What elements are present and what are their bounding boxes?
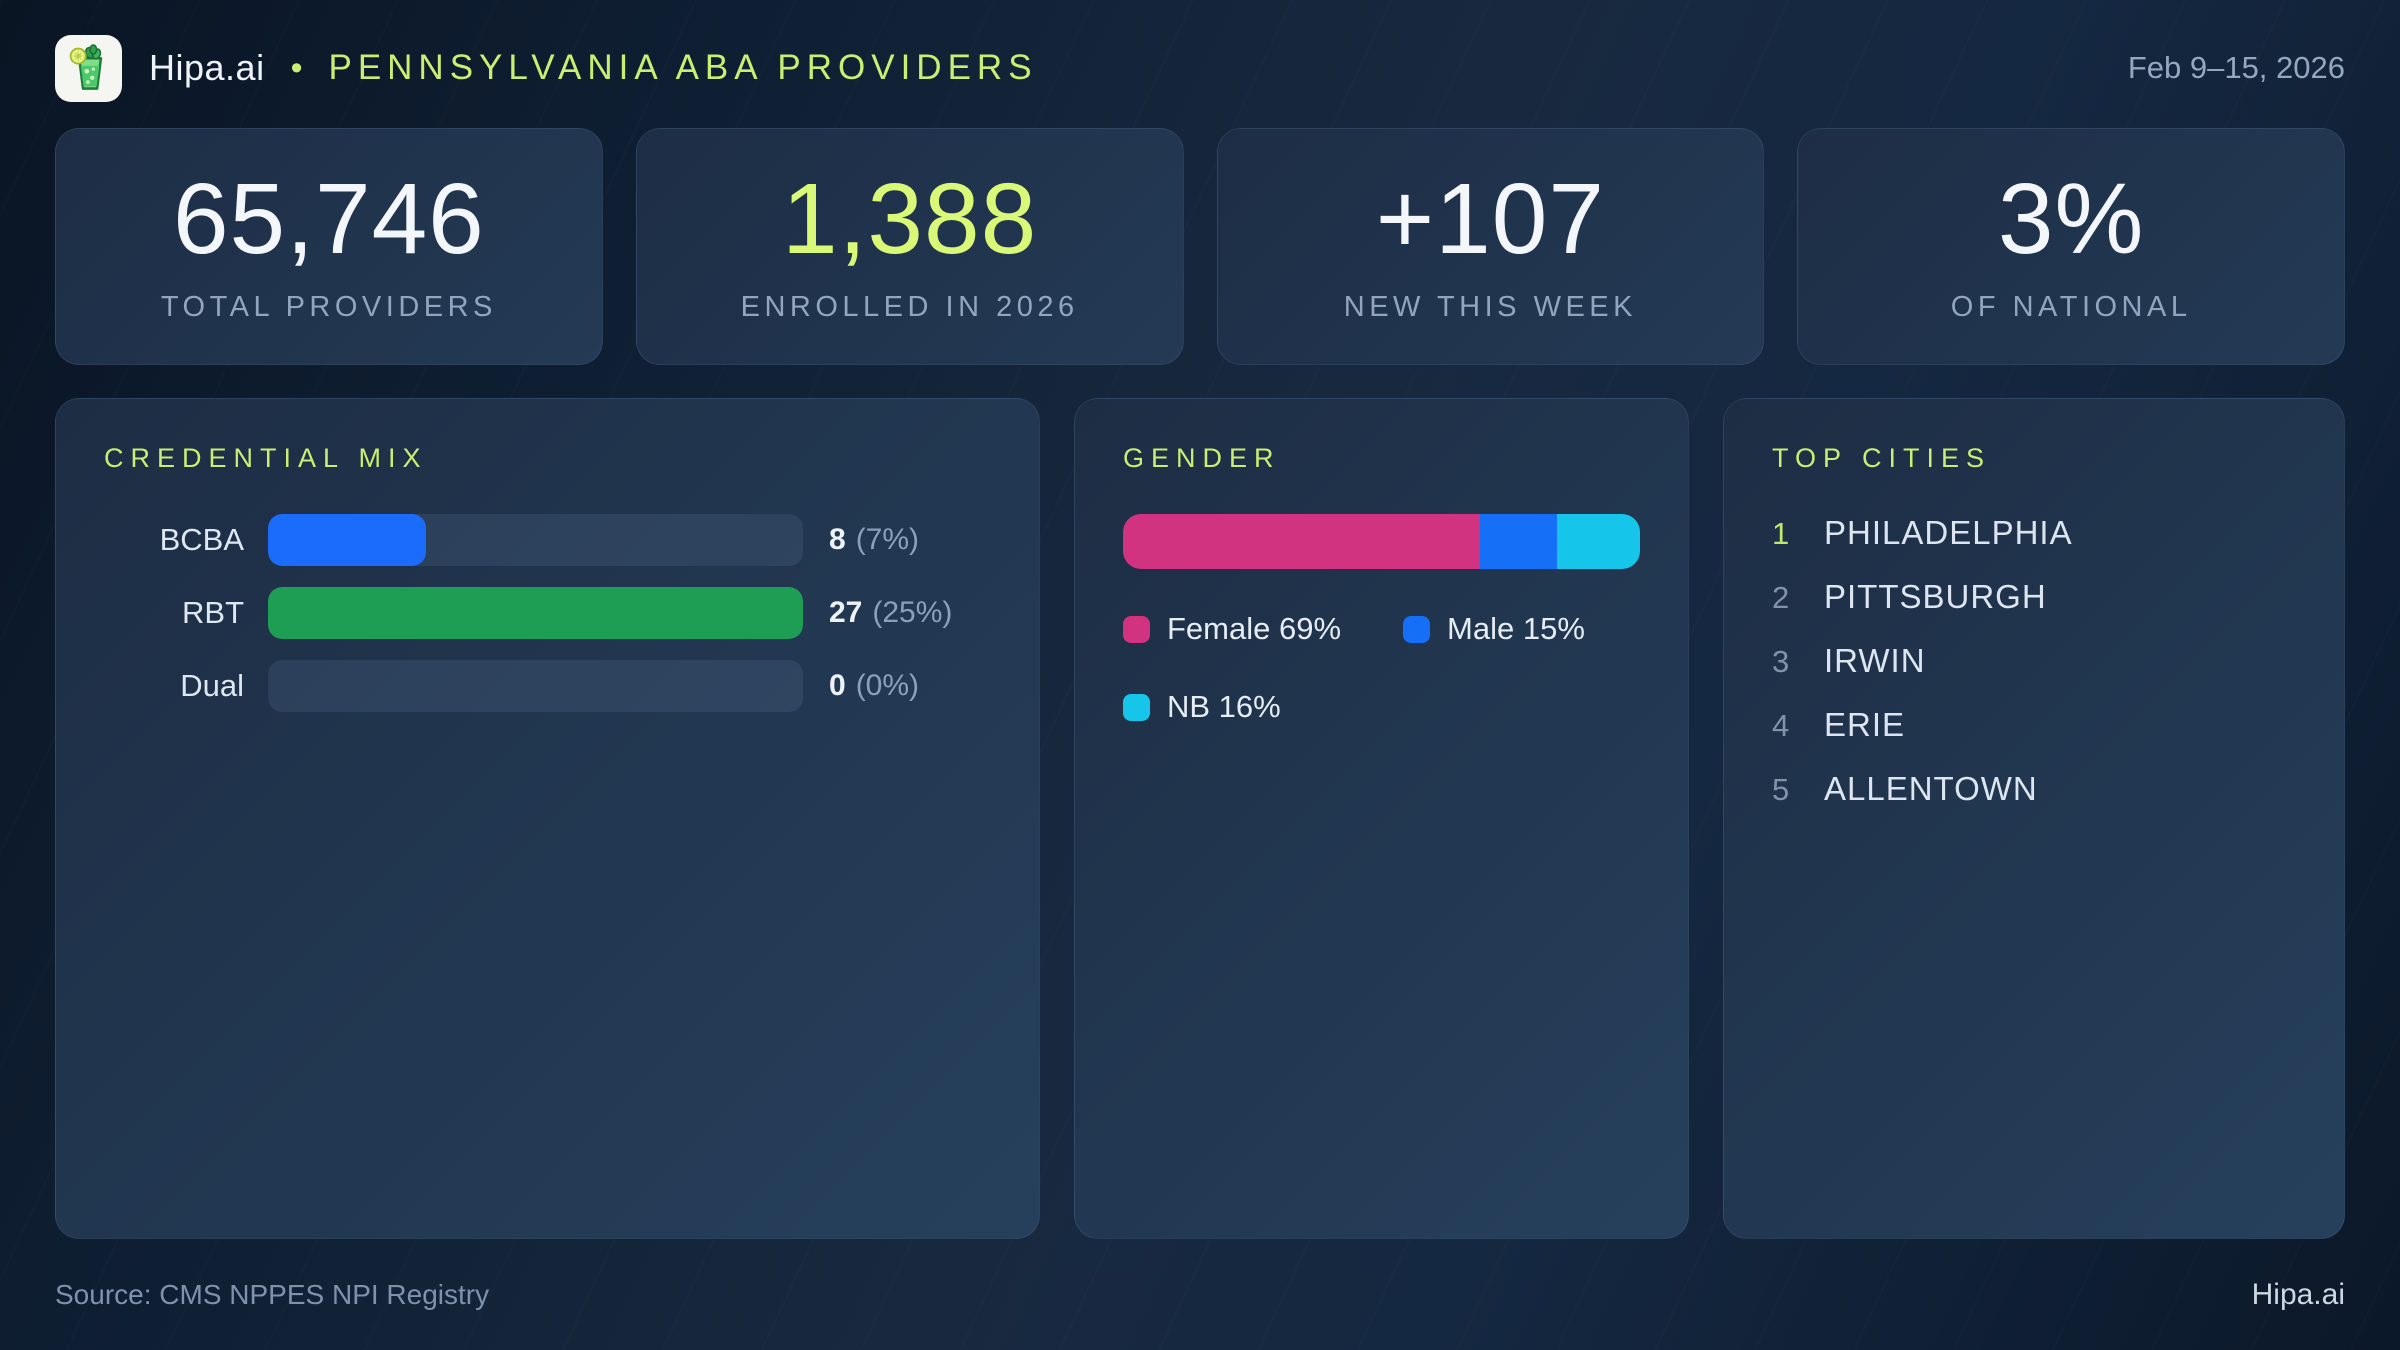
stat-label: TOTAL PROVIDERS <box>160 291 497 323</box>
city-row: 1 PHILADELPHIA <box>1772 514 2296 551</box>
bar-percent: (0%) <box>855 669 920 702</box>
bar-label: RBT <box>182 595 244 630</box>
header: Hipa.ai • PENNSYLVANIA ABA PROVIDERS Feb… <box>55 31 2345 105</box>
stat-value: 65,746 <box>172 163 485 275</box>
city-name: PITTSBURGH <box>1824 578 2047 615</box>
bar-label: BCBA <box>159 522 244 557</box>
legend-item-female: Female 69% <box>1123 611 1341 647</box>
gender-panel: GENDER Female 69% Male 15% N <box>1074 398 1689 1239</box>
stat-label: OF NATIONAL <box>1950 291 2192 323</box>
stat-card-new-this-week: +107 NEW THIS WEEK <box>1216 128 1765 365</box>
legend-swatch <box>1123 615 1150 643</box>
legend-item-nb: NB 16% <box>1123 689 1281 725</box>
stat-value: +107 <box>1375 163 1605 275</box>
gender-legend-row-1: Female 69% Male 15% <box>1123 611 1640 647</box>
bar-value: 27 (25%) <box>829 596 952 630</box>
legend-swatch <box>1403 615 1431 643</box>
city-rank: 5 <box>1772 772 1790 807</box>
stat-label: NEW THIS WEEK <box>1343 291 1637 323</box>
top-cities-title: TOP CITIES <box>1772 443 1992 473</box>
legend-label: NB 16% <box>1167 689 1281 724</box>
bar-value: 0 (0%) <box>829 669 919 703</box>
bar-track <box>268 660 803 712</box>
bar-track <box>268 587 803 639</box>
city-row: 2 PITTSBURGH <box>1772 578 2296 615</box>
credential-mix-title: CREDENTIAL MIX <box>104 443 428 473</box>
gender-legend-row-2: NB 16% <box>1123 689 1640 725</box>
legend-item-male: Male 15% <box>1403 611 1585 647</box>
footer-brand: Hipa.ai <box>2251 1278 2345 1311</box>
footer: Source: CMS NPPES NPI Registry Hipa.ai <box>55 1278 2345 1312</box>
city-row: 5 ALLENTOWN <box>1772 770 2296 807</box>
gender-title: GENDER <box>1123 443 1281 473</box>
legend-label: Female 69% <box>1167 611 1342 646</box>
mojito-glass-icon <box>69 44 102 90</box>
bar-percent: (25%) <box>872 596 953 629</box>
date-range: Feb 9–15, 2026 <box>2127 50 2345 85</box>
separator-dot: • <box>290 48 303 87</box>
legend-swatch <box>1123 693 1150 721</box>
bar-percent: (7%) <box>855 523 920 556</box>
city-rank: 2 <box>1772 580 1790 615</box>
city-rank: 3 <box>1772 644 1790 679</box>
city-name: PHILADELPHIA <box>1824 514 2073 551</box>
city-rank: 1 <box>1772 516 1790 551</box>
page-title: PENNSYLVANIA ABA PROVIDERS <box>328 48 1038 87</box>
bar-count: 27 <box>829 596 863 629</box>
bar-label: Dual <box>180 668 244 703</box>
bar-count: 0 <box>829 669 846 702</box>
city-row: 4 ERIE <box>1772 706 2296 743</box>
stat-label: ENROLLED IN 2026 <box>740 291 1079 323</box>
city-name: ALLENTOWN <box>1824 770 2038 807</box>
stat-card-of-national: 3% OF NATIONAL <box>1797 128 2345 365</box>
stat-cards-row: 65,746 TOTAL PROVIDERS 1,388 ENROLLED IN… <box>55 128 2345 365</box>
bar-fill <box>268 587 803 639</box>
city-name: ERIE <box>1824 706 1906 743</box>
bar-value: 8 (7%) <box>829 523 919 557</box>
bar-fill <box>268 514 427 566</box>
stat-value: 1,388 <box>782 163 1038 275</box>
city-rank: 4 <box>1772 708 1790 743</box>
credential-row-bcba: BCBA 8 (7%) <box>104 514 991 566</box>
data-source-note: Source: CMS NPPES NPI Registry <box>55 1279 490 1310</box>
stat-card-enrolled: 1,388 ENROLLED IN 2026 <box>635 128 1184 365</box>
credential-row-rbt: RBT 27 (25%) <box>104 587 991 639</box>
city-row: 3 IRWIN <box>1772 642 2296 679</box>
stat-value: 3% <box>1997 163 2145 275</box>
credential-mix-panel: CREDENTIAL MIX BCBA 8 (7%) RBT 27 (25%) Du… <box>55 398 1040 1239</box>
city-name: IRWIN <box>1824 642 1926 679</box>
gender-segment-female <box>1123 514 1480 569</box>
panels-row: CREDENTIAL MIX BCBA 8 (7%) RBT 27 (25%) Du… <box>55 398 2345 1239</box>
gender-stacked-bar <box>1123 514 1640 569</box>
hipa-logo <box>55 34 122 102</box>
bar-track <box>268 514 803 566</box>
legend-label: Male 15% <box>1447 611 1585 646</box>
brand-name: Hipa.ai <box>149 47 265 88</box>
top-cities-panel: TOP CITIES 1 PHILADELPHIA 2 PITTSBURGH 3… <box>1723 398 2345 1239</box>
credential-row-dual: Dual 0 (0%) <box>104 660 991 712</box>
gender-segment-nb <box>1557 514 1640 569</box>
stat-card-total-providers: 65,746 TOTAL PROVIDERS <box>55 128 603 365</box>
bar-count: 8 <box>829 523 846 556</box>
gender-segment-male <box>1479 514 1558 569</box>
